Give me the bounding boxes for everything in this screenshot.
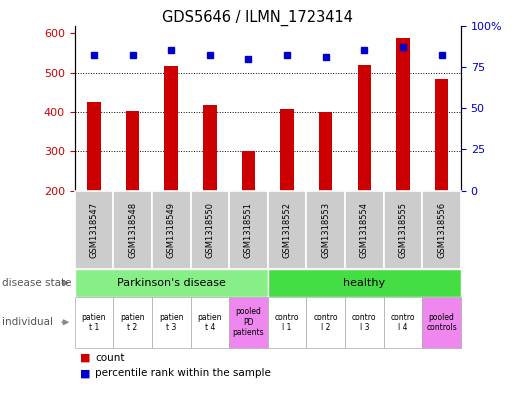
Text: count: count	[95, 353, 125, 363]
Text: GSM1318554: GSM1318554	[360, 202, 369, 258]
Text: ■: ■	[80, 368, 90, 378]
Bar	[396, 38, 410, 191]
Text: contro
l 4: contro l 4	[391, 312, 415, 332]
Text: individual: individual	[2, 317, 53, 327]
Bar	[164, 66, 178, 191]
Bar	[126, 111, 140, 191]
Text: GSM1318548: GSM1318548	[128, 202, 137, 258]
Bar	[87, 102, 101, 191]
Text: ■: ■	[80, 353, 90, 363]
Text: healthy: healthy	[344, 278, 385, 288]
Text: GSM1318547: GSM1318547	[90, 202, 98, 258]
Text: contro
l 3: contro l 3	[352, 312, 376, 332]
Text: patien
t 4: patien t 4	[198, 312, 222, 332]
Text: contro
l 1: contro l 1	[275, 312, 299, 332]
Text: patien
t 3: patien t 3	[159, 312, 183, 332]
Text: pooled
PD
patients: pooled PD patients	[233, 307, 264, 337]
Text: GSM1318556: GSM1318556	[437, 202, 446, 258]
Text: GSM1318550: GSM1318550	[205, 202, 214, 258]
Text: GSM1318549: GSM1318549	[167, 202, 176, 258]
Text: GDS5646 / ILMN_1723414: GDS5646 / ILMN_1723414	[162, 10, 353, 26]
Text: patien
t 2: patien t 2	[121, 312, 145, 332]
Text: disease state: disease state	[2, 278, 71, 288]
Text: GSM1318553: GSM1318553	[321, 202, 330, 258]
Bar	[280, 109, 294, 191]
Bar	[435, 79, 449, 191]
Bar	[203, 105, 217, 191]
Text: percentile rank within the sample: percentile rank within the sample	[95, 368, 271, 378]
Text: Parkinson's disease: Parkinson's disease	[117, 278, 226, 288]
Text: patien
t 1: patien t 1	[82, 312, 106, 332]
Text: pooled
controls: pooled controls	[426, 312, 457, 332]
Text: contro
l 2: contro l 2	[314, 312, 338, 332]
Bar	[319, 112, 333, 191]
Text: GSM1318551: GSM1318551	[244, 202, 253, 258]
Bar	[357, 65, 371, 191]
Text: GSM1318555: GSM1318555	[399, 202, 407, 258]
Bar	[242, 151, 255, 191]
Text: GSM1318552: GSM1318552	[283, 202, 291, 258]
